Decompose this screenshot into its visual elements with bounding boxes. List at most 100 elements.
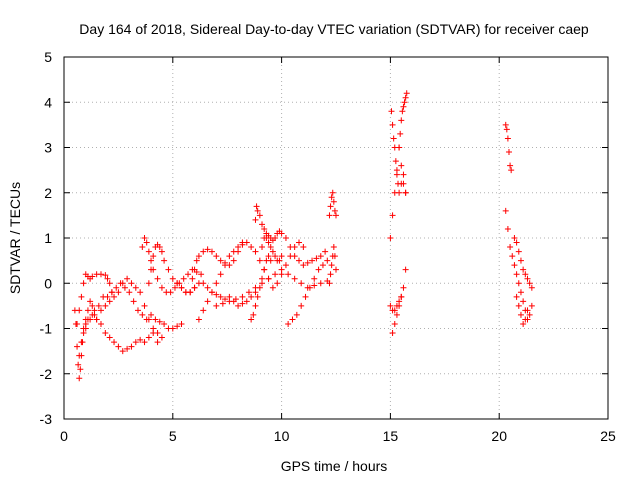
series-arc17: [326, 189, 339, 219]
data-point: [102, 272, 109, 279]
data-point: [124, 345, 131, 352]
data-point: [400, 284, 407, 291]
data-point: [143, 239, 150, 246]
data-point: [511, 235, 518, 241]
data-point: [327, 271, 334, 278]
data-point: [256, 284, 263, 291]
data-point: [333, 212, 339, 219]
series-arc12: [252, 203, 285, 264]
data-point: [330, 198, 337, 205]
series-arc16: [261, 239, 307, 291]
data-point: [243, 298, 250, 305]
data-point: [148, 266, 155, 273]
data-point: [285, 320, 292, 327]
data-point: [154, 339, 161, 346]
data-point: [393, 311, 400, 318]
data-point: [324, 257, 331, 264]
series-arc24: [502, 121, 515, 174]
data-point: [230, 257, 237, 264]
data-point: [75, 361, 82, 368]
data-point: [328, 262, 335, 269]
data-point: [150, 253, 157, 260]
data-point: [398, 293, 405, 300]
data-point: [145, 248, 152, 255]
data-point: [77, 366, 84, 373]
data-point: [256, 257, 263, 264]
data-point: [235, 302, 242, 309]
data-point: [522, 271, 529, 278]
data-point: [145, 316, 152, 323]
data-point: [104, 293, 111, 300]
data-point: [102, 302, 109, 309]
data-point: [134, 307, 141, 314]
data-point: [291, 275, 298, 282]
data-point: [398, 162, 405, 169]
data-point: [137, 336, 144, 343]
data-point: [517, 311, 524, 318]
data-point: [317, 280, 324, 287]
data-point: [267, 244, 274, 251]
data-point: [254, 207, 261, 214]
x-tick-label-0: 0: [60, 428, 68, 444]
data-point: [121, 284, 128, 291]
series-arc25: [502, 207, 535, 323]
data-point: [302, 293, 309, 300]
data-point: [517, 289, 524, 296]
data-point: [200, 248, 207, 255]
data-point: [95, 302, 102, 309]
data-point: [139, 311, 146, 318]
data-point: [526, 280, 533, 287]
data-point: [178, 284, 185, 291]
data-point: [398, 180, 405, 187]
y-tick-label-4: 4: [44, 94, 52, 110]
data-point: [259, 221, 266, 228]
tick-labels: 0 5 10 15 20 25 -3 -2 -1 0 1 2 3 4 5: [40, 49, 616, 444]
data-point: [124, 275, 131, 282]
data-point: [180, 275, 187, 282]
data-point: [287, 253, 294, 260]
data-point: [213, 291, 220, 298]
data-point: [204, 298, 211, 305]
data-point: [388, 108, 395, 115]
data-point: [161, 257, 168, 264]
data-point: [252, 216, 259, 223]
data-point: [97, 320, 104, 327]
data-point: [167, 289, 174, 296]
data-point: [106, 298, 113, 305]
data-point: [97, 307, 104, 314]
data-point: [507, 162, 514, 169]
data-point: [156, 244, 163, 251]
data-point: [396, 144, 403, 151]
data-point: [193, 257, 200, 264]
data-point: [230, 248, 237, 255]
data-point: [145, 334, 152, 341]
data-point: [267, 257, 274, 264]
data-point: [326, 212, 333, 219]
data-point: [504, 135, 511, 142]
data-point: [393, 302, 400, 309]
data-point: [148, 311, 155, 318]
data-point: [396, 298, 403, 305]
data-point: [248, 293, 255, 300]
data-point: [76, 352, 83, 359]
data-point: [391, 320, 398, 327]
data-point: [524, 307, 531, 314]
data-point: [509, 253, 516, 260]
data-point: [403, 90, 410, 97]
data-point: [217, 293, 224, 300]
data-point: [402, 266, 409, 273]
x-tick-label-5: 5: [169, 428, 177, 444]
data-point: [161, 320, 168, 327]
data-point: [74, 343, 81, 350]
data-point: [507, 244, 514, 251]
data-point: [226, 298, 233, 305]
data-point: [322, 248, 329, 255]
data-point: [391, 307, 398, 314]
data-point: [84, 307, 91, 314]
series-arc27: [513, 293, 531, 327]
data-point: [298, 280, 305, 287]
data-point: [119, 348, 126, 355]
data-point: [204, 284, 211, 291]
data-point: [208, 289, 215, 296]
